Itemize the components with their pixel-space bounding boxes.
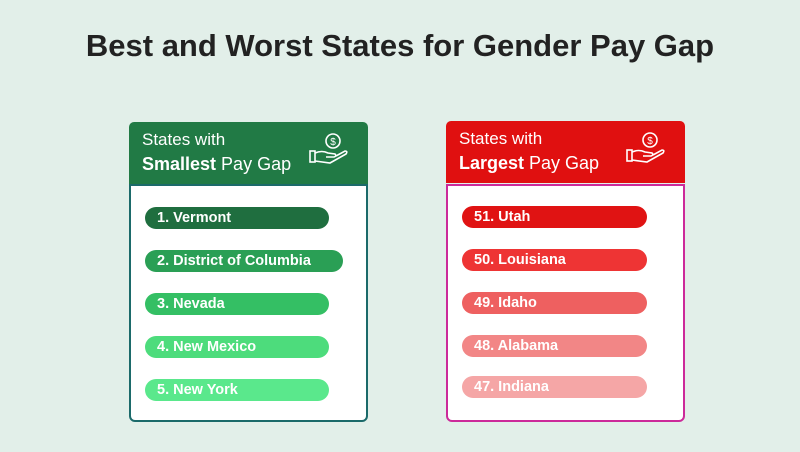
state-item: 4. New Mexico xyxy=(145,336,329,358)
largest-header: States with Largest Pay Gap $ xyxy=(446,121,685,183)
smallest-header: States with Smallest Pay Gap $ xyxy=(129,122,368,184)
state-item: 50. Louisiana xyxy=(462,249,647,271)
smallest-list: 1. Vermont 2. District of Columbia 3. Neva… xyxy=(129,184,368,422)
header-line2: Smallest Pay Gap xyxy=(142,154,291,175)
hand-holding-dollar-icon: $ xyxy=(309,133,348,164)
page-title: Best and Worst States for Gender Pay Gap xyxy=(85,28,715,63)
header-bold: Smallest xyxy=(142,154,217,174)
state-item: 48. Alabama xyxy=(462,335,647,357)
state-item: 1. Vermont xyxy=(145,207,329,229)
header-rest: Pay Gap xyxy=(524,153,600,173)
svg-text:$: $ xyxy=(330,137,336,148)
largest-list: 51. Utah 50. Louisiana 49. Idaho 48. Alabam… xyxy=(446,184,685,422)
header-line1: States with xyxy=(142,130,226,149)
state-item: 47. Indiana xyxy=(462,376,647,398)
header-bold: Largest xyxy=(459,153,525,173)
header-line1: States with xyxy=(459,129,543,148)
hand-holding-dollar-icon: $ xyxy=(626,132,665,163)
state-item: 5. New York xyxy=(145,379,329,401)
header-line2: Largest Pay Gap xyxy=(459,153,599,174)
header-rest: Pay Gap xyxy=(216,154,292,174)
svg-text:$: $ xyxy=(647,136,653,147)
state-item: 3. Nevada xyxy=(145,293,329,315)
state-item: 51. Utah xyxy=(462,206,647,228)
state-item: 49. Idaho xyxy=(462,292,647,314)
state-item: 2. District of Columbia xyxy=(145,250,343,272)
